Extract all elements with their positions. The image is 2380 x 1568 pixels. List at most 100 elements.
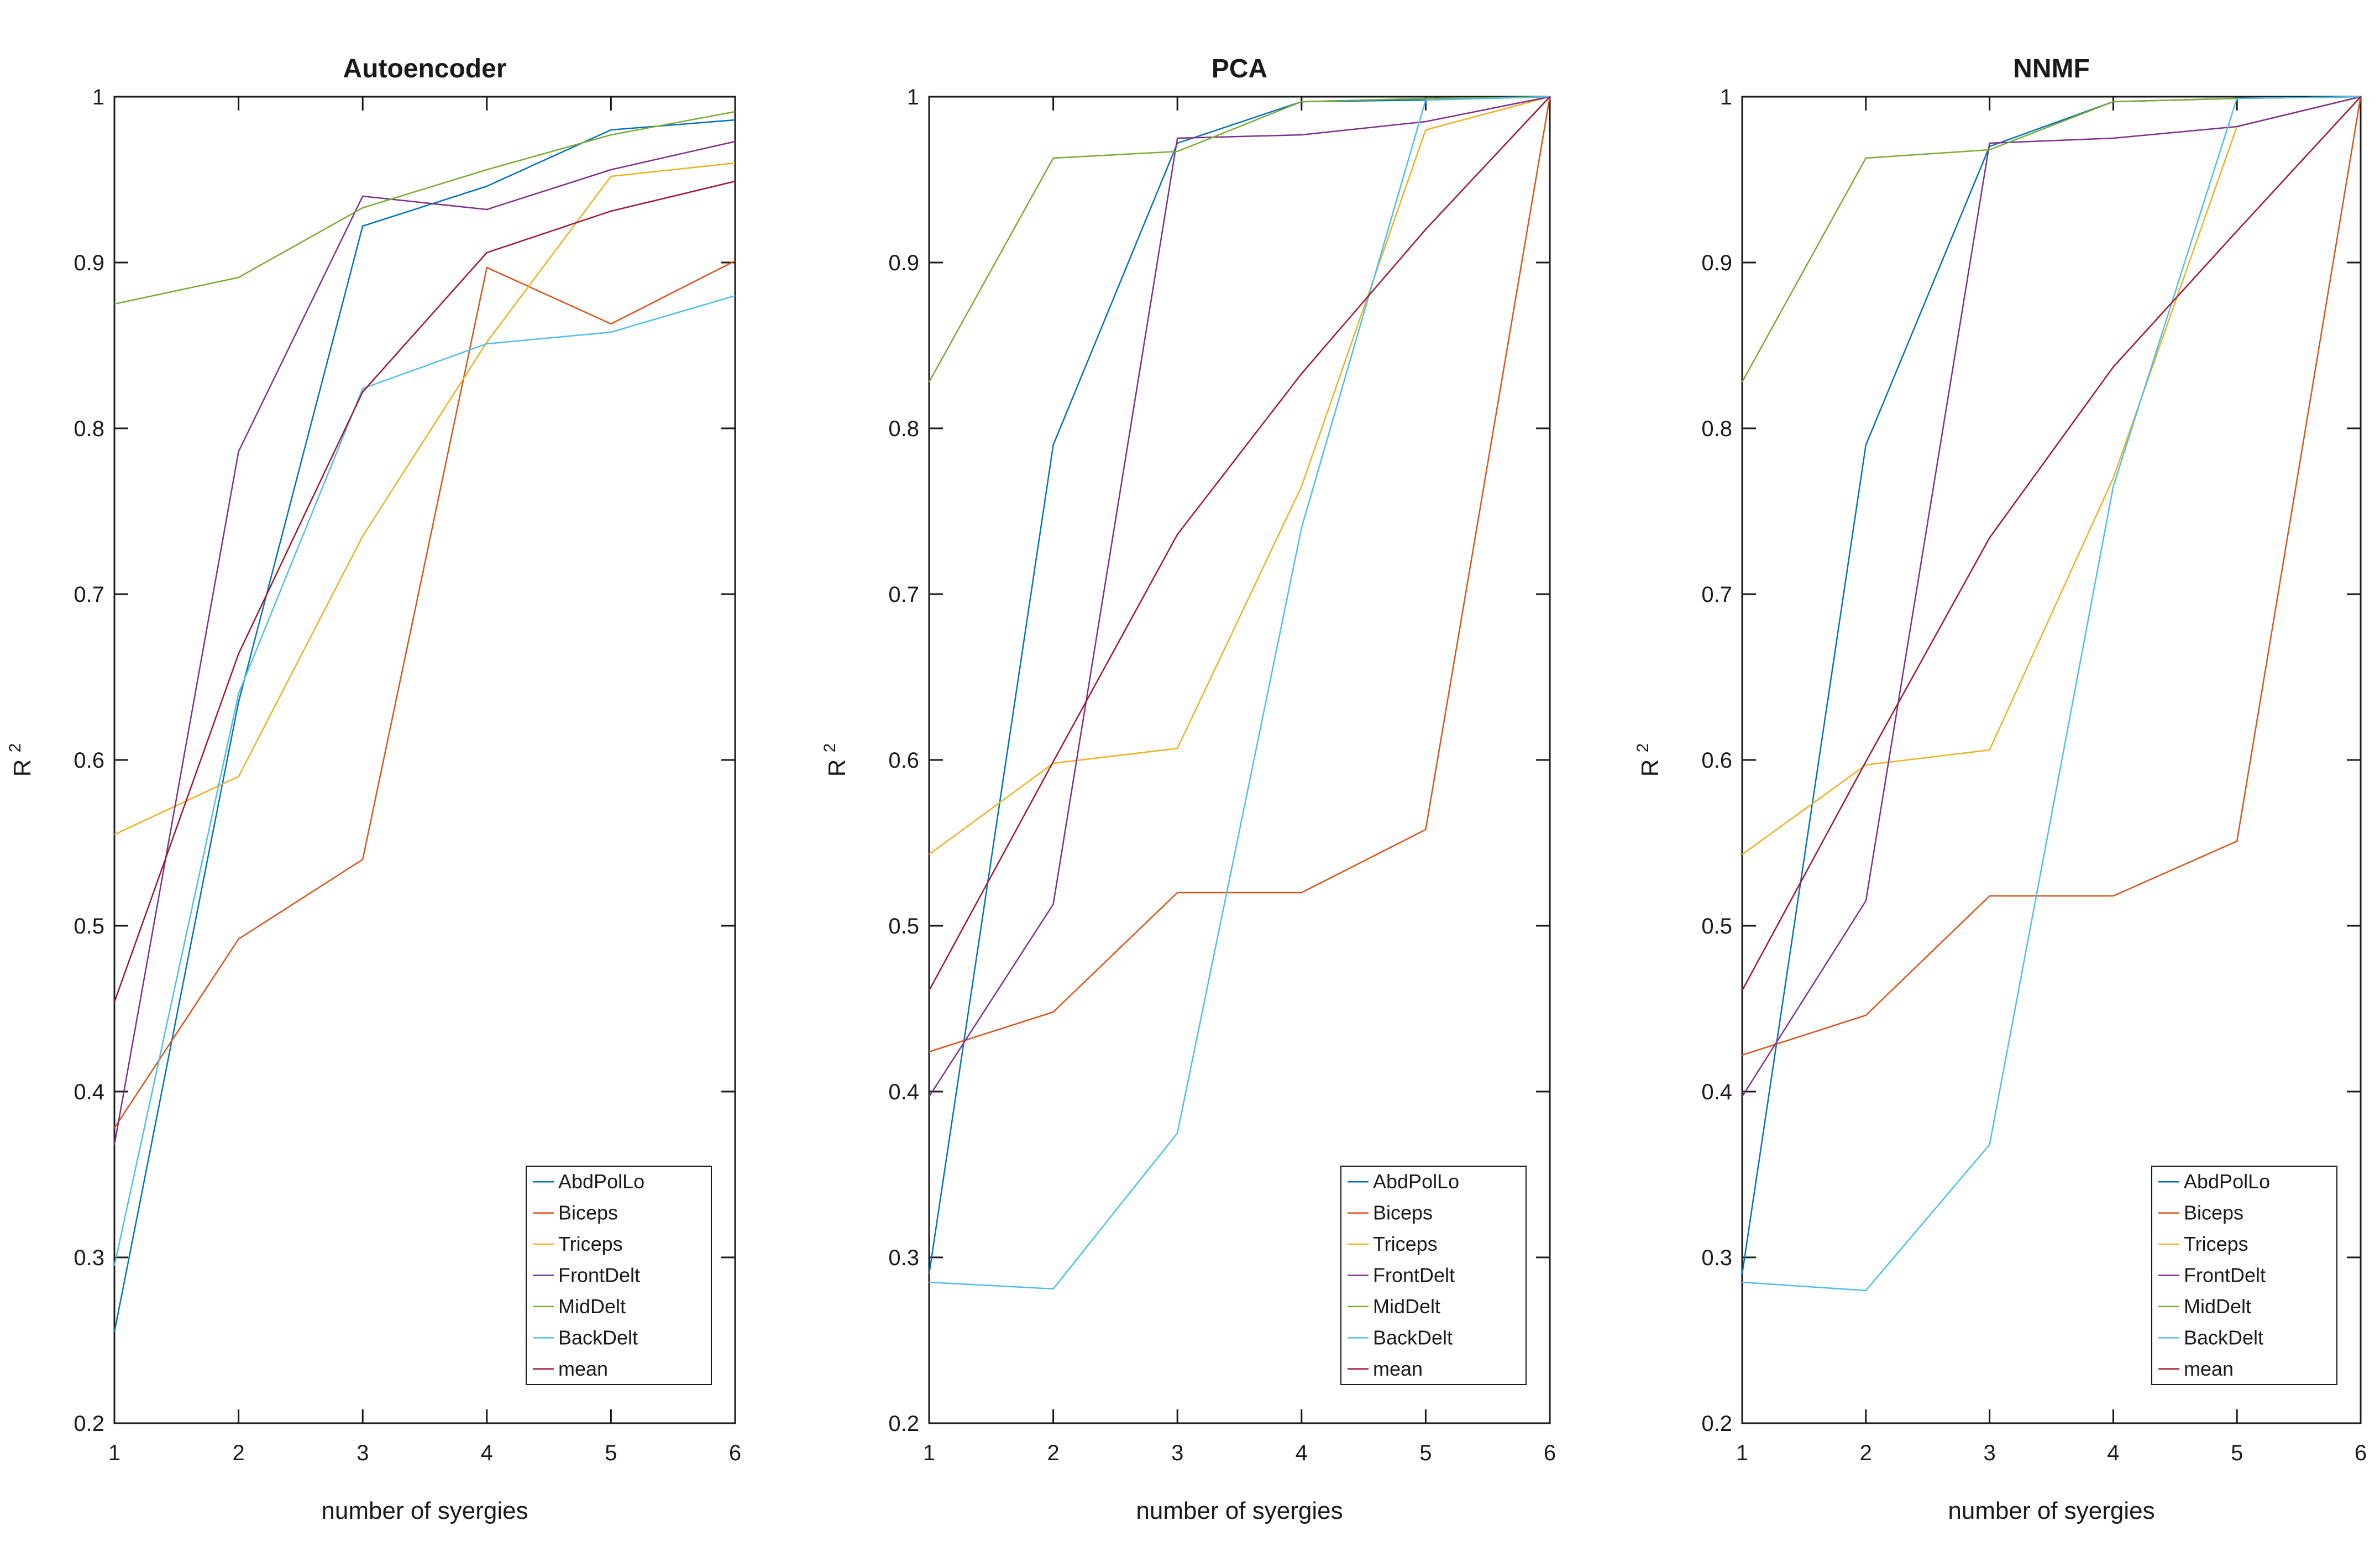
x-tick-label: 1 xyxy=(923,1441,935,1465)
legend-entry-BackDelt: BackDelt xyxy=(1348,1326,1453,1349)
x-tick-label: 2 xyxy=(1860,1441,1872,1465)
x-tick-label: 2 xyxy=(232,1441,244,1465)
series-line-MidDelt xyxy=(114,111,736,305)
x-tick-label: 2 xyxy=(1047,1441,1059,1465)
x-tick-label: 1 xyxy=(1736,1441,1748,1465)
legend-entry-MidDelt: MidDelt xyxy=(1348,1295,1440,1318)
series-line-BackDelt xyxy=(113,295,736,1266)
y-axis-label: R 2 xyxy=(6,743,36,777)
y-tick-label: 0.9 xyxy=(74,251,104,275)
legend-entry-mean: mean xyxy=(2158,1357,2234,1380)
y-axis-label: R 2 xyxy=(821,743,851,777)
x-tick-label: 6 xyxy=(1544,1441,1556,1465)
legend-label: BackDelt xyxy=(558,1326,638,1349)
y-axis-label-base: R xyxy=(824,759,851,777)
legend-box xyxy=(2151,1166,2337,1385)
legend-label: BackDelt xyxy=(1373,1326,1453,1349)
series-line-Triceps xyxy=(929,96,1550,856)
y-tick-label: 0.4 xyxy=(74,1080,104,1104)
legend-label: AbdPolLo xyxy=(558,1170,644,1193)
x-tick-label: 3 xyxy=(1171,1441,1183,1465)
y-tick-label: 0.2 xyxy=(888,1412,919,1436)
y-tick-label: 0.5 xyxy=(888,914,919,938)
chart-panel-pca: PCA number of syergies R 2 1 2 3 4 5 6 0.2 0.3 0… xyxy=(821,54,1556,1524)
x-tick-label: 6 xyxy=(729,1441,741,1465)
series-line-AbdPolLo xyxy=(1741,96,2361,1275)
x-tick-label: 4 xyxy=(1296,1441,1308,1465)
y-axis-label-superscript: 2 xyxy=(6,743,24,753)
y-tick-label: 0.6 xyxy=(888,748,919,773)
y-tick-label: 0.6 xyxy=(74,748,104,773)
legend: AbdPolLo Biceps Triceps FrontDelt MidDelt Bac… xyxy=(526,1166,712,1385)
legend-entry-BackDelt: BackDelt xyxy=(2158,1326,2263,1349)
legend-entry-MidDelt: MidDelt xyxy=(533,1295,626,1318)
x-tick-label: 5 xyxy=(2231,1441,2243,1465)
x-axis-label: number of syergies xyxy=(1948,1497,2154,1524)
series-line-FrontDelt xyxy=(113,140,736,1145)
legend-label: Triceps xyxy=(558,1233,623,1255)
y-tick-label: 0.4 xyxy=(1701,1080,1732,1104)
y-tick-label: 1 xyxy=(92,85,104,109)
y-axis-label-base: R xyxy=(9,759,36,777)
x-tick-label: 3 xyxy=(1983,1441,1995,1465)
legend-label: AbdPolLo xyxy=(2184,1170,2270,1193)
series-line-Triceps xyxy=(1742,96,2361,856)
y-tick-label: 0.7 xyxy=(1701,583,1732,607)
x-tick-label: 4 xyxy=(2107,1441,2119,1465)
x-axis-label: number of syergies xyxy=(321,1497,528,1524)
legend-label: FrontDelt xyxy=(558,1264,640,1287)
y-tick-label: 0.3 xyxy=(74,1246,104,1270)
chart-title-nnmf: NNMF xyxy=(2013,54,2090,83)
y-tick-label: 0.8 xyxy=(888,417,919,441)
y-tick-label: 0.6 xyxy=(1701,748,1732,773)
y-tick-label: 0.9 xyxy=(888,251,919,275)
y-axis-label-superscript: 2 xyxy=(821,743,839,753)
x-tick-label: 6 xyxy=(2355,1441,2367,1465)
legend-label: Biceps xyxy=(1373,1202,1433,1224)
series-line-AbdPolLo xyxy=(928,96,1550,1275)
series-line-AbdPolLo xyxy=(113,119,736,1333)
legend-label: mean xyxy=(2184,1357,2234,1380)
chart-title-autoencoder: Autoencoder xyxy=(343,54,506,83)
chart-title-pca: PCA xyxy=(1212,54,1267,83)
y-tick-label: 0.2 xyxy=(74,1412,104,1436)
legend-box xyxy=(1340,1166,1527,1385)
legend-entry-Biceps: Biceps xyxy=(533,1202,618,1224)
y-tick-label: 0.9 xyxy=(1701,251,1732,275)
series-line-BackDelt xyxy=(929,96,1550,1290)
y-axis-label: R 2 xyxy=(1634,743,1664,777)
legend-label: MidDelt xyxy=(2184,1295,2251,1318)
legend-label: BackDelt xyxy=(2184,1326,2263,1349)
x-tick-label: 5 xyxy=(605,1441,617,1465)
series-line-BackDelt xyxy=(1742,96,2361,1292)
legend-entry-Triceps: Triceps xyxy=(1348,1233,1438,1255)
x-axis-label: number of syergies xyxy=(1136,1497,1343,1524)
legend-label: Triceps xyxy=(1373,1233,1438,1255)
chart-panel-autoencoder: Autoencoder number of syergies R 2 1 2 3 4 5… xyxy=(6,54,741,1524)
legend-entry-Triceps: Triceps xyxy=(533,1233,623,1255)
legend-label: mean xyxy=(558,1357,608,1380)
legend-label: FrontDelt xyxy=(2184,1264,2266,1287)
legend: AbdPolLo Biceps Triceps FrontDelt MidDelt Bac… xyxy=(1340,1166,1527,1385)
x-tick-label: 1 xyxy=(108,1441,120,1465)
legend-box xyxy=(526,1166,712,1385)
series-line-Biceps xyxy=(113,260,736,1129)
series-line-mean xyxy=(113,180,736,1003)
series-line-FrontDelt xyxy=(928,96,1550,1097)
legend: AbdPolLo Biceps Triceps FrontDelt MidDelt Bac… xyxy=(2151,1166,2337,1385)
y-tick-label: 0.8 xyxy=(74,417,104,441)
legend-label: FrontDelt xyxy=(1373,1264,1455,1287)
legend-label: AbdPolLo xyxy=(1373,1170,1459,1193)
series-line-mean xyxy=(1741,96,2361,991)
y-tick-label: 0.8 xyxy=(1701,417,1732,441)
series-line-Biceps xyxy=(1742,96,2362,1056)
y-tick-label: 0.2 xyxy=(1701,1412,1732,1436)
y-tick-label: 0.3 xyxy=(1701,1246,1732,1270)
y-tick-label: 0.3 xyxy=(888,1246,919,1270)
y-tick-label: 0.5 xyxy=(1701,914,1732,938)
legend-entry-Biceps: Biceps xyxy=(2158,1202,2243,1224)
chart-panel-nnmf: NNMF number of syergies R 2 1 2 3 4 5 6 0.2 0.3… xyxy=(1634,54,2367,1524)
legend-entry-AbdPolLo: AbdPolLo xyxy=(533,1170,644,1193)
